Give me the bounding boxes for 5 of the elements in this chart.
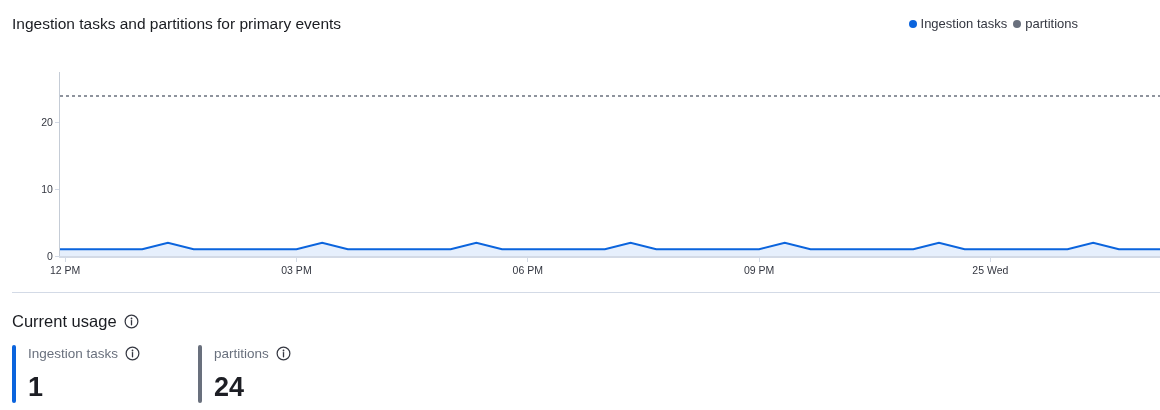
category-label: partitions	[214, 346, 269, 361]
text: Current usage	[12, 312, 117, 331]
category-label: Ingestion tasks	[28, 346, 119, 361]
data-label: 1	[28, 372, 44, 403]
data-label: 24	[214, 372, 245, 403]
